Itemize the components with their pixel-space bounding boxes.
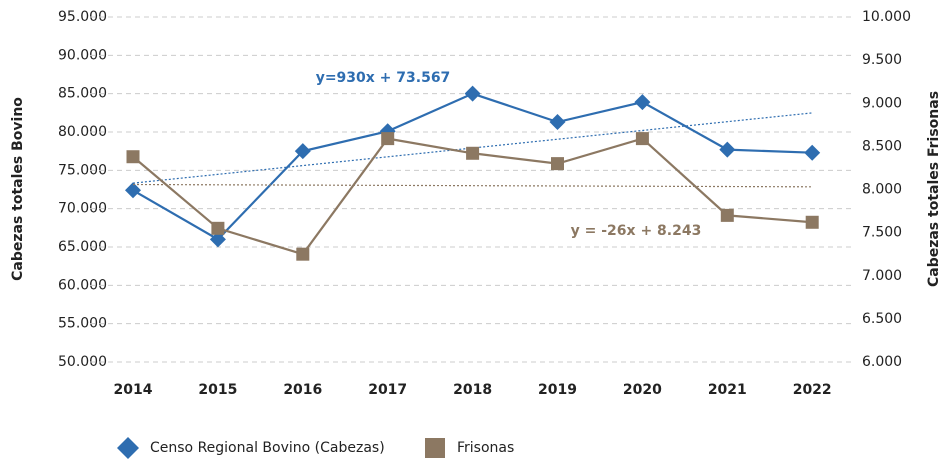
marker [296,247,310,261]
marker [381,132,395,146]
marker [549,114,566,131]
y2-tick-label: 9.000 [862,95,902,111]
marker [634,94,651,111]
x-tick-label: 2018 [453,382,492,398]
marker [464,85,481,102]
y-axis-title: Cabezas totales Bovino [10,97,26,281]
marker [294,143,311,160]
x-tick-label: 2021 [708,382,747,398]
y2-tick-label: 7.500 [862,225,902,241]
y2-tick-label: 7.000 [862,268,902,284]
marker [804,144,821,161]
x-tick-label: 2014 [114,382,153,398]
marker [805,215,819,229]
y2-tick-label: 8.000 [862,182,902,198]
y2-tick-label: 8.500 [862,138,902,154]
x-tick-label: 2022 [793,382,832,398]
trend-line [132,183,813,188]
y-tick-label: 80.000 [58,124,107,140]
x-tick-label: 2015 [198,382,237,398]
marker [466,146,480,160]
trend-label: y = -26x + 8.243 [571,223,702,239]
marker [551,157,564,171]
x-tick-label: 2019 [538,382,577,398]
marker [125,182,141,199]
legend-label: Censo Regional Bovino (Cabezas) [150,440,385,456]
y-tick-label: 95.000 [58,9,107,25]
marker [720,208,734,222]
trend-label: y=930x + 73.567 [316,70,451,86]
marker [209,231,226,248]
series-line [132,92,813,241]
y-tick-label: 70.000 [58,201,107,217]
x-tick-label: 2017 [368,382,407,398]
y2-tick-label: 9.500 [862,52,902,68]
marker [635,132,649,146]
x-tick-label: 2020 [623,382,662,398]
y-tick-label: 50.000 [58,354,107,370]
marker [211,221,225,235]
y-tick-label: 55.000 [58,316,107,332]
y2-tick-label: 6.500 [862,311,902,327]
y-tick-label: 65.000 [58,239,107,255]
marker [719,141,736,158]
legend-marker [425,438,445,458]
y2-axis-title: Cabezas totales Frisonas [926,91,942,287]
y-tick-label: 60.000 [58,277,107,293]
marker [126,150,140,164]
legend-label: Frisonas [457,440,514,456]
x-tick-label: 2016 [283,382,322,398]
y-tick-label: 85.000 [58,86,107,102]
y2-tick-label: 10.000 [862,9,911,25]
legend-marker [117,437,139,459]
y-tick-label: 75.000 [58,162,107,178]
y2-tick-label: 6.000 [862,354,902,370]
y-tick-label: 90.000 [58,47,107,63]
